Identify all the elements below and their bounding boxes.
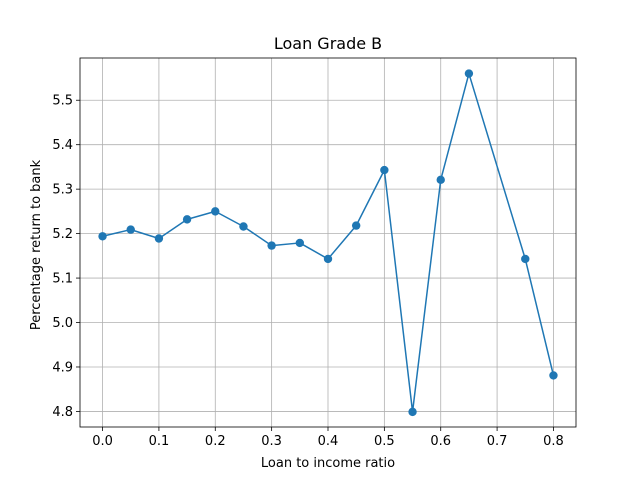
x-tick-label: 0.3 [261,434,282,449]
y-tick-label: 5.4 [52,138,73,153]
data-point [521,254,530,264]
x-tick-label: 0.1 [149,434,170,449]
data-point [436,175,445,185]
data-point [126,225,135,234]
data-point [323,254,333,264]
y-tick-label: 5.2 [52,227,73,242]
y-tick-label: 4.8 [52,405,73,420]
data-point [464,69,474,78]
y-tick-label: 4.9 [52,360,73,375]
y-axis-label: Percentage return to bank [29,159,44,330]
y-tick-label: 5.1 [52,272,73,287]
data-point [182,215,192,224]
data-point [154,234,164,243]
y-tick-label: 5.5 [52,94,73,109]
data-point [239,222,248,231]
data-point [98,232,107,241]
data-point [295,238,305,248]
x-tick-label: 0.2 [205,434,226,449]
x-tick-label: 0.6 [430,434,451,449]
data-point [211,207,220,216]
data-point [549,371,558,380]
data-point [351,221,361,230]
x-axis-label: Loan to income ratio [261,456,395,471]
x-tick-label: 0.0 [92,434,113,449]
data-point [380,165,389,175]
x-tick-label: 0.5 [374,434,395,449]
y-tick-label: 5.0 [52,316,73,331]
y-tick-label: 5.3 [52,183,73,198]
chart-title: Loan Grade B [274,34,382,53]
data-point [408,407,417,417]
x-tick-label: 0.7 [487,434,508,449]
data-point [267,241,276,250]
series-layer [98,69,558,417]
grid-lines [80,58,576,427]
axes: 0.0 0.1 0.2 0.3 0.4 0.5 0.6 0.7 0.8 4.8 4.9 5.0 5.1 5… [52,57,577,449]
x-tick-label: 0.8 [543,434,564,449]
series-line [102,72,555,413]
x-tick-label: 0.4 [318,434,339,449]
